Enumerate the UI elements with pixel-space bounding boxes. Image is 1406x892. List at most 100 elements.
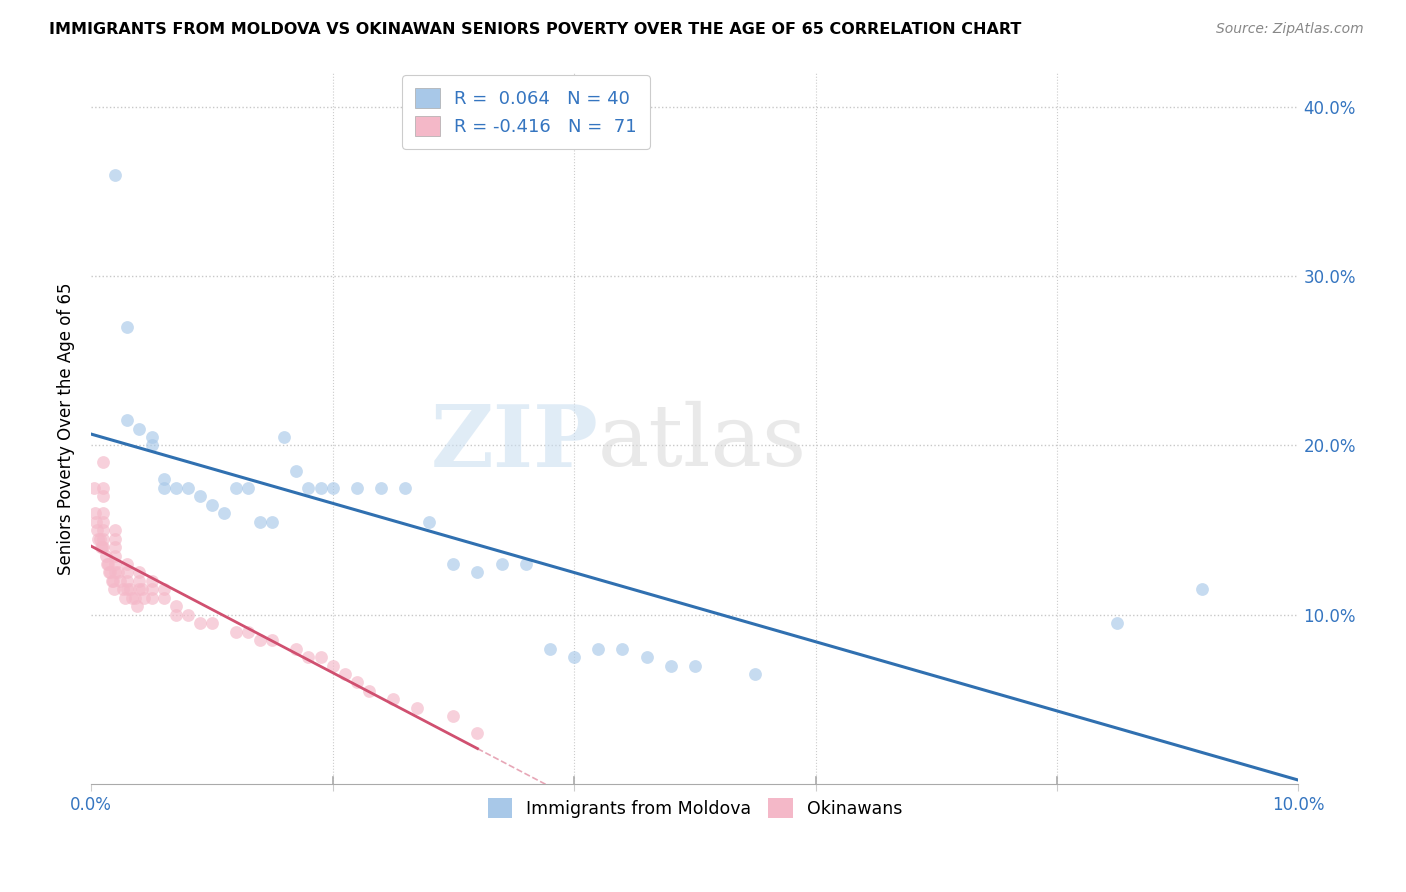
Point (1107, 616, 1129, 631)
Point (297, 481, 319, 495)
Point (117, 582, 139, 597)
Point (104, 532, 127, 546)
Point (309, 650, 332, 665)
Point (104, 540, 127, 554)
Point (131, 582, 153, 597)
Point (515, 557, 537, 571)
Point (100, 574, 122, 588)
Point (152, 472, 174, 486)
Point (91, 515, 114, 529)
Point (394, 481, 416, 495)
Point (309, 481, 332, 495)
Point (322, 481, 344, 495)
Point (612, 641, 634, 656)
Point (104, 523, 127, 537)
Point (98, 566, 121, 580)
Point (90, 540, 112, 554)
Point (104, 557, 127, 571)
Point (322, 658, 344, 673)
Point (225, 624, 247, 639)
Point (562, 650, 585, 665)
Point (134, 591, 156, 605)
Point (83, 506, 105, 520)
Point (188, 616, 211, 631)
Point (141, 438, 163, 452)
Point (262, 515, 284, 529)
Point (201, 498, 224, 512)
Point (165, 607, 187, 622)
Point (152, 582, 174, 597)
Point (128, 582, 150, 597)
Point (406, 701, 429, 715)
Point (467, 566, 489, 580)
Text: ZIP: ZIP (430, 401, 598, 484)
Point (97, 557, 120, 571)
Point (491, 557, 513, 571)
Point (165, 599, 187, 614)
Point (86, 523, 108, 537)
Point (96, 557, 118, 571)
Point (441, 709, 464, 723)
Point (100, 566, 122, 580)
Point (382, 692, 405, 706)
Point (538, 641, 561, 656)
Point (249, 633, 271, 648)
Point (418, 515, 440, 529)
Point (91, 540, 114, 554)
Point (91, 481, 114, 495)
Point (104, 549, 127, 563)
Point (225, 481, 247, 495)
Point (128, 574, 150, 588)
Point (212, 506, 235, 520)
Point (117, 557, 139, 571)
Y-axis label: Seniors Poverty Over the Age of 65: Seniors Poverty Over the Age of 65 (58, 282, 75, 574)
Point (128, 566, 150, 580)
Point (117, 320, 139, 334)
Point (117, 413, 139, 427)
Point (236, 481, 259, 495)
Point (467, 726, 489, 740)
Point (333, 667, 356, 681)
Point (141, 574, 163, 588)
Point (125, 599, 148, 614)
Point (91, 455, 114, 469)
Point (114, 591, 136, 605)
Text: IMMIGRANTS FROM MOLDOVA VS OKINAWAN SENIORS POVERTY OVER THE AGE OF 65 CORRELATI: IMMIGRANTS FROM MOLDOVA VS OKINAWAN SENI… (49, 22, 1022, 37)
Point (121, 591, 143, 605)
Point (101, 574, 124, 588)
Point (104, 168, 127, 182)
Point (91, 532, 114, 546)
Point (91, 506, 114, 520)
Point (128, 421, 150, 435)
Point (744, 667, 766, 681)
Point (91, 540, 114, 554)
Point (636, 650, 658, 665)
Point (370, 481, 392, 495)
Point (117, 574, 139, 588)
Point (141, 430, 163, 444)
Point (236, 624, 259, 639)
Point (1191, 582, 1213, 597)
Point (104, 566, 127, 580)
Point (94, 549, 117, 563)
Point (297, 650, 319, 665)
Point (107, 566, 129, 580)
Point (262, 633, 284, 648)
Point (441, 557, 464, 571)
Point (659, 658, 682, 673)
Point (103, 582, 125, 597)
Point (141, 591, 163, 605)
Point (117, 566, 139, 580)
Point (357, 684, 380, 698)
Point (177, 607, 200, 622)
Point (91, 523, 114, 537)
Point (165, 481, 187, 495)
Point (285, 464, 308, 478)
Point (188, 489, 211, 503)
Point (249, 515, 271, 529)
Point (141, 582, 163, 597)
Point (111, 582, 134, 597)
Point (152, 481, 174, 495)
Point (177, 481, 200, 495)
Text: Source: ZipAtlas.com: Source: ZipAtlas.com (1216, 22, 1364, 37)
